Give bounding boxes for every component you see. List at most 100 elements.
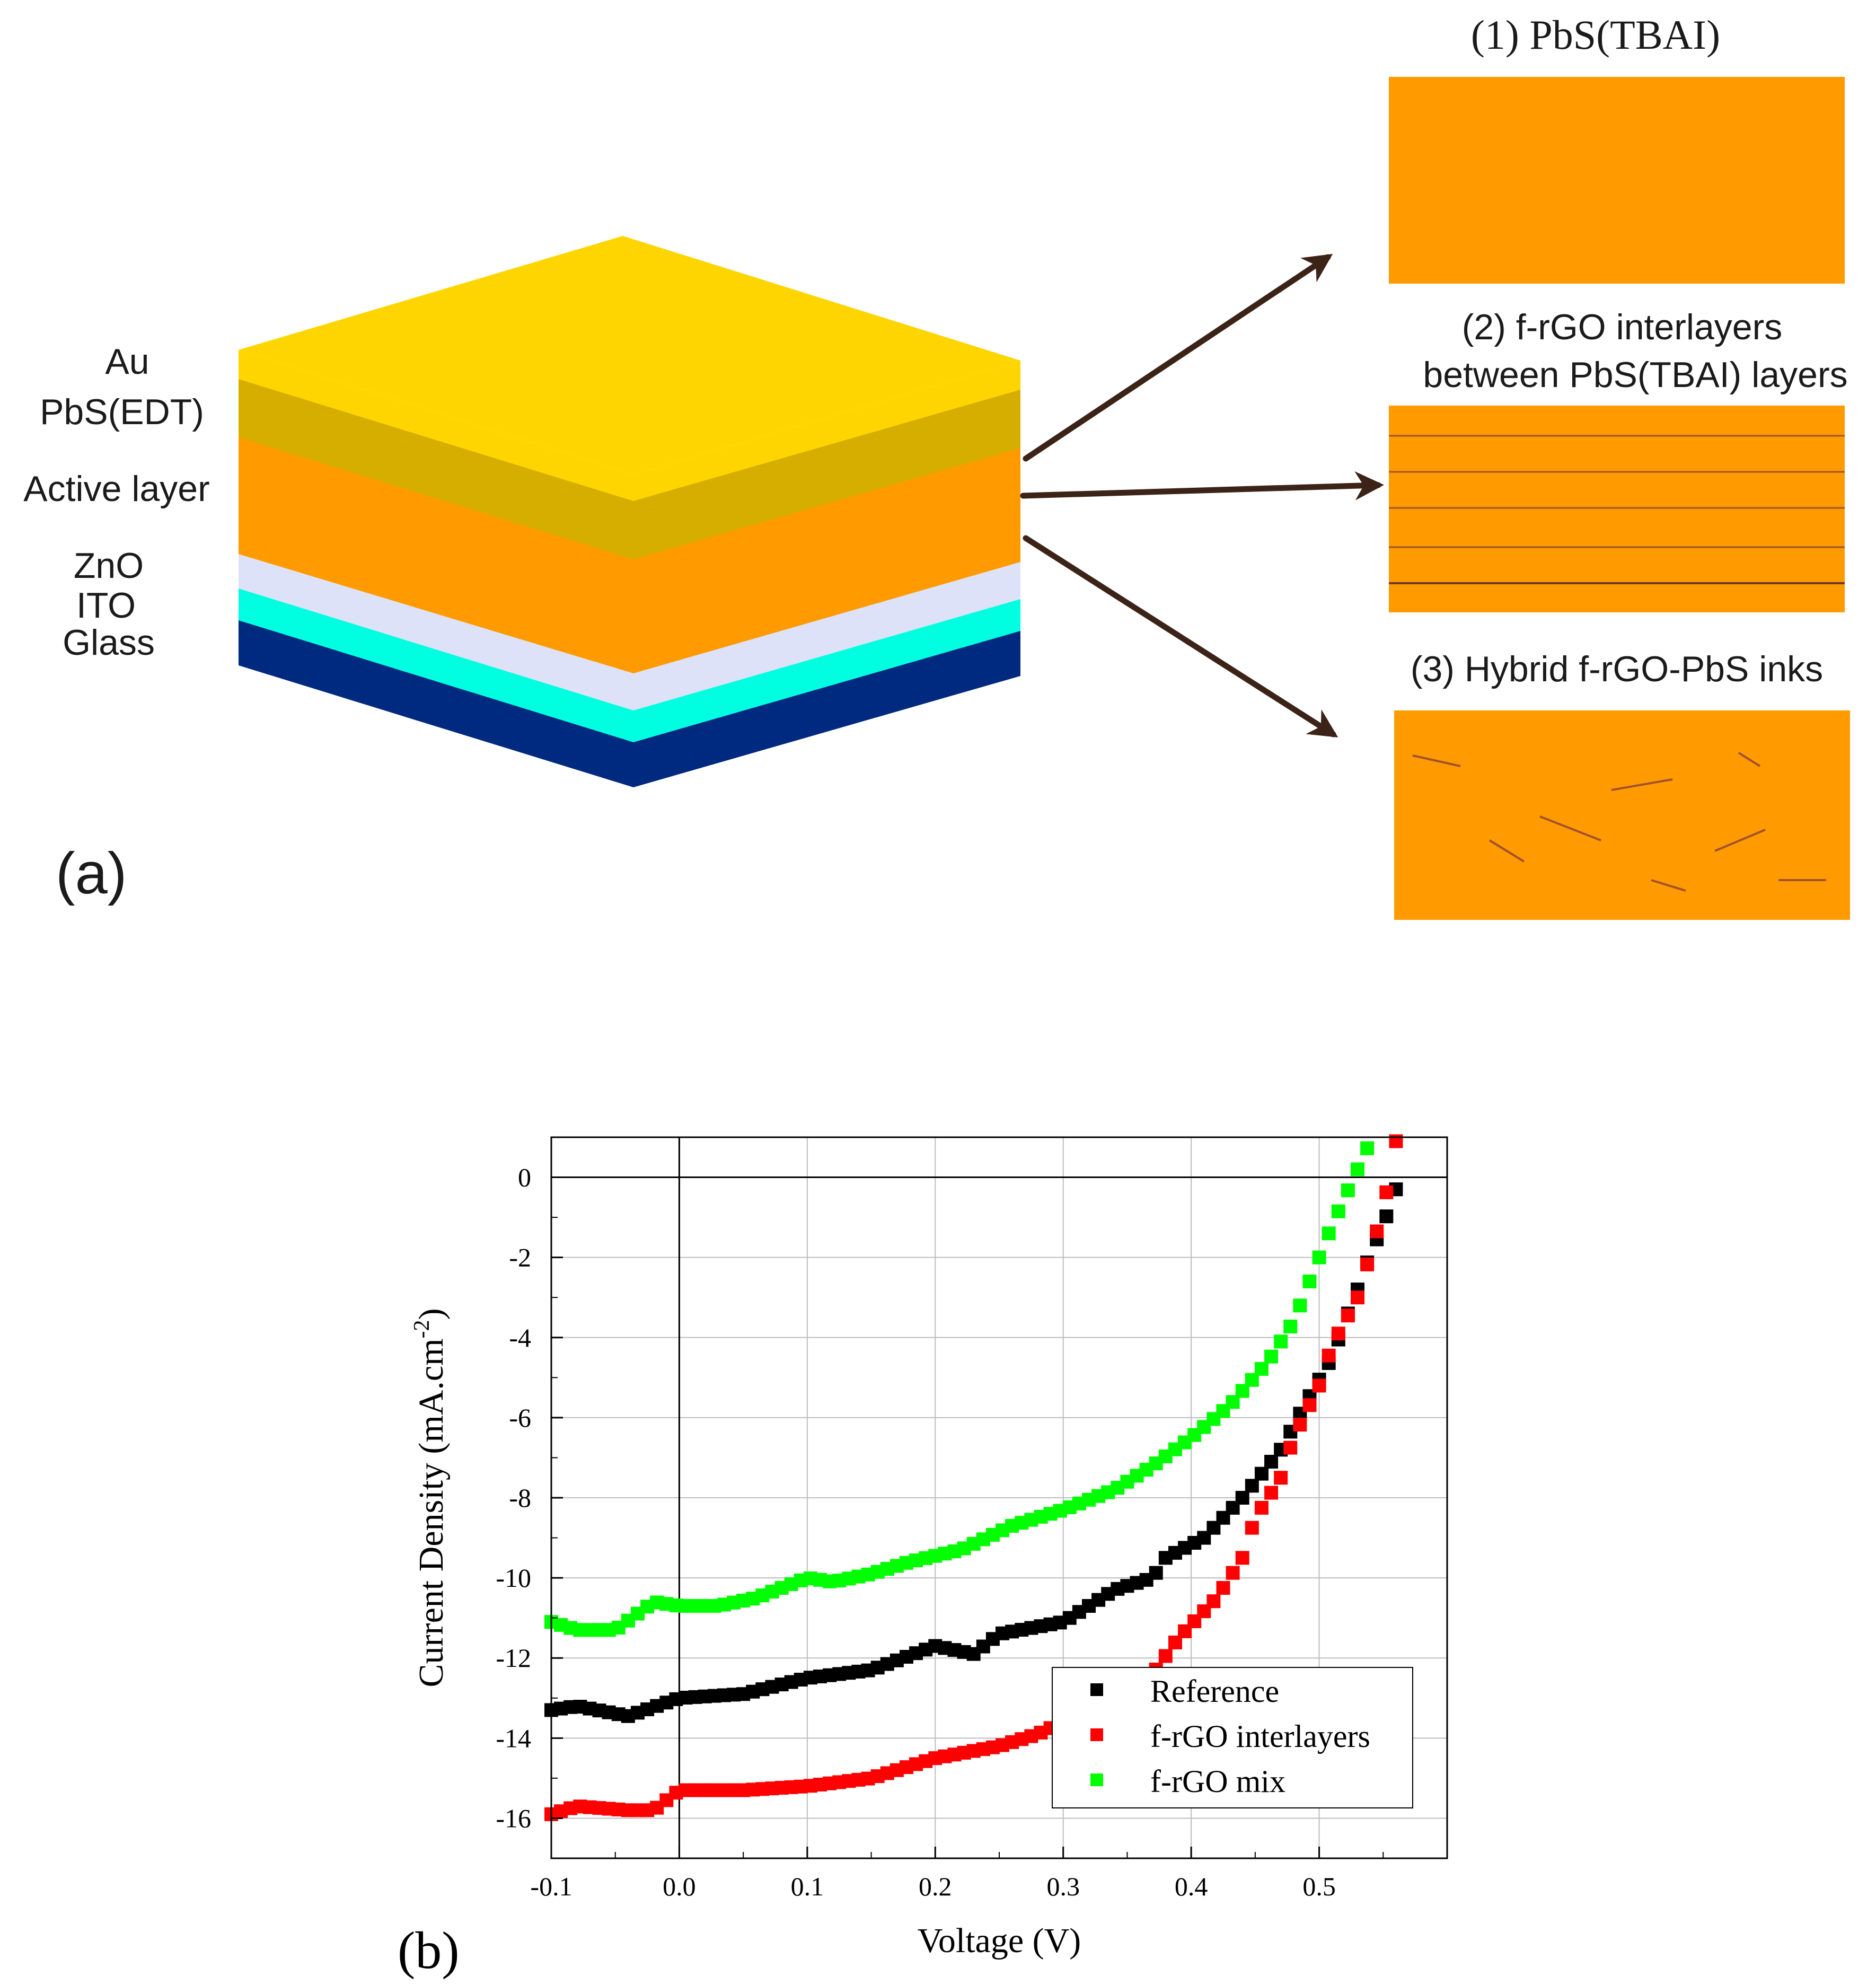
option-2-box <box>1389 406 1845 612</box>
legend-label-interlayers: f-rGO interlayers <box>1150 1719 1370 1754</box>
x-tick-label: 0.4 <box>1175 1872 1208 1901</box>
data-point <box>1254 1466 1269 1481</box>
rgo-flake <box>1651 879 1686 892</box>
y-tick-label: -16 <box>496 1803 531 1833</box>
data-point <box>1389 1134 1403 1148</box>
option-3-title: (3) Hybrid f-rGO-PbS inks <box>1411 649 1823 689</box>
option-2-title-line2: between PbS(TBAI) layers <box>1423 355 1847 395</box>
y-axis-title-superscript: -2 <box>410 1320 434 1338</box>
layer-label-au: Au <box>105 341 149 382</box>
data-point <box>1322 1348 1336 1363</box>
layer-pbs-edt-side <box>633 387 1020 559</box>
layer-label-active: Active layer <box>23 469 209 509</box>
layer-active-front <box>239 435 633 673</box>
rgo-flake <box>1738 752 1761 767</box>
legend-swatch-interlayers <box>1090 1728 1103 1741</box>
data-point <box>1216 1581 1230 1595</box>
option-2-title-line1: (2) f-rGO interlayers <box>1462 307 1783 347</box>
panel-b-label: (b) <box>398 1921 460 1980</box>
data-point <box>1245 1479 1259 1493</box>
data-point <box>1312 1378 1326 1393</box>
layer-au-side <box>633 361 1020 501</box>
panel-b-jv-chart: -0.1 0.0 0.1 0.2 0.3 0.4 0.5 0 -2 -4 -6 -8 -10 -12 -1… <box>398 1134 1448 1980</box>
series-2 <box>544 1141 1375 1637</box>
y-axis-ticks: 0 -2 -4 -6 -8 -10 -12 -14 -16 <box>496 1137 563 1859</box>
data-point <box>1283 1441 1298 1455</box>
x-tick-label: -0.1 <box>530 1872 572 1901</box>
y-tick-label: -12 <box>496 1643 531 1673</box>
y-tick-label: 0 <box>518 1163 531 1192</box>
rgo-flake <box>1489 839 1525 863</box>
layer-pbs-edt-front <box>239 376 633 559</box>
data-point <box>1322 1226 1336 1241</box>
x-axis-ticks: -0.1 0.0 0.1 0.2 0.3 0.4 0.5 <box>530 1847 1384 1901</box>
option-3-rgo-flakes <box>1412 752 1826 892</box>
rgo-flake <box>1539 815 1601 841</box>
data-point <box>1235 1491 1249 1505</box>
data-point <box>1283 1320 1298 1333</box>
x-tick-label: 0.5 <box>1302 1872 1336 1901</box>
data-point <box>1293 1298 1307 1313</box>
data-point <box>1206 1594 1221 1609</box>
x-tick-label: 0.3 <box>1046 1872 1080 1901</box>
layer-zno-front <box>239 551 633 710</box>
data-point <box>1312 1250 1326 1264</box>
legend-label-reference: Reference <box>1150 1674 1279 1709</box>
layer-label-pbs-edt: PbS(EDT) <box>40 392 204 432</box>
data-point <box>1302 1275 1317 1288</box>
x-tick-label: 0.1 <box>791 1872 824 1901</box>
layer-label-zno: ZnO <box>74 546 144 586</box>
layer-ito-front <box>239 586 633 742</box>
layer-au-top <box>239 236 1020 475</box>
arrow-to-option-1 <box>1023 253 1333 462</box>
data-point <box>1370 1224 1384 1239</box>
data-point <box>1274 1471 1288 1485</box>
series-points <box>544 1134 1403 1821</box>
rgo-flake <box>1412 754 1461 767</box>
y-axis-title-close: ) <box>412 1308 451 1320</box>
data-point <box>1149 1566 1163 1580</box>
data-point <box>1379 1209 1394 1224</box>
arrow-to-option-2 <box>1020 471 1384 500</box>
legend-swatch-mix <box>1090 1773 1103 1786</box>
y-tick-label: -8 <box>509 1483 531 1513</box>
rgo-flake <box>1611 778 1673 791</box>
data-point <box>1360 1141 1375 1155</box>
data-point <box>1264 1349 1279 1364</box>
y-tick-label: -10 <box>496 1563 531 1593</box>
layer-label-glass: Glass <box>63 622 155 663</box>
y-tick-label: -6 <box>509 1403 531 1433</box>
legend-swatch-reference <box>1090 1683 1103 1696</box>
layer-au-front <box>239 350 633 501</box>
data-point <box>1351 1162 1364 1176</box>
data-point <box>1158 1649 1173 1663</box>
layer-glass-side <box>633 628 1020 787</box>
rgo-flake <box>1714 829 1766 852</box>
data-point <box>1302 1398 1317 1412</box>
x-tick-label: 0.0 <box>663 1872 696 1901</box>
legend-box <box>1052 1667 1413 1808</box>
layer-active-side <box>633 445 1020 673</box>
option-2-interlayer-lines <box>1389 435 1845 584</box>
data-point <box>1351 1290 1364 1305</box>
panel-a-device-diagram: Au PbS(EDT) Active layer ZnO ITO Glass (… <box>23 12 1850 920</box>
data-point <box>1379 1185 1394 1199</box>
data-point <box>1341 1308 1355 1323</box>
y-tick-label: -14 <box>496 1723 531 1753</box>
legend-label-mix: f-rGO mix <box>1150 1764 1285 1799</box>
data-point <box>1331 1204 1345 1218</box>
legend: Reference f-rGO interlayers f-rGO mix <box>1052 1667 1413 1808</box>
data-point <box>1264 1455 1279 1469</box>
series-0 <box>544 1182 1403 1723</box>
data-point <box>1293 1418 1307 1432</box>
y-axis-title-main: Current Density (mA.cm <box>412 1338 451 1687</box>
data-point <box>1245 1521 1259 1535</box>
data-point <box>1226 1566 1240 1580</box>
x-tick-label: 0.2 <box>919 1872 952 1901</box>
device-stack <box>239 236 1020 787</box>
data-point <box>1264 1486 1279 1500</box>
data-point <box>1331 1327 1345 1341</box>
option-1-box <box>1389 77 1845 284</box>
option-1-title: (1) PbS(TBAI) <box>1471 12 1720 58</box>
layer-zno-side <box>633 559 1020 710</box>
